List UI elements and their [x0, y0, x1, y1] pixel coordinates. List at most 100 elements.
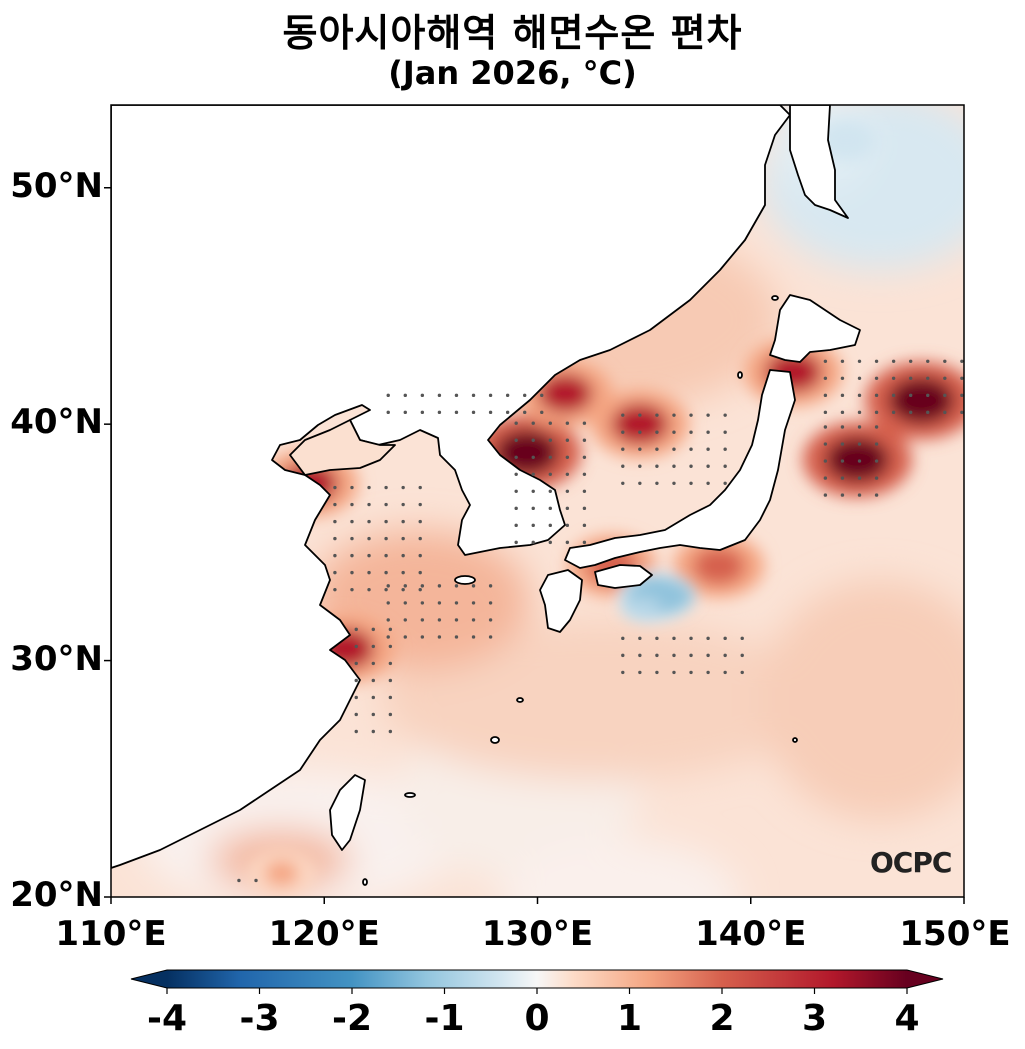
stipple-dot	[874, 376, 879, 380]
stipple-dot	[514, 540, 518, 545]
stipple-dot	[874, 393, 879, 398]
stipple-dot	[908, 410, 913, 415]
stipple-dot	[548, 540, 552, 545]
stipple-dot	[420, 601, 425, 605]
stipple-dot	[582, 523, 587, 528]
colorbar-tick-label: 3	[801, 998, 828, 1039]
stipple-dot	[531, 455, 535, 459]
stipple-dot	[401, 519, 405, 524]
stipple-dot	[437, 393, 442, 398]
stipple-dot	[548, 489, 552, 494]
colorbar-tick-label: -4	[147, 998, 187, 1039]
stipple-dot	[418, 485, 422, 490]
stipple-dot	[706, 653, 710, 658]
colorbar-tick-label: -3	[239, 998, 280, 1039]
stipple-dot	[857, 459, 862, 463]
stipple-dot	[505, 410, 510, 415]
stipple-dot	[638, 636, 642, 641]
stipple-dot	[960, 359, 964, 363]
stipple-dot	[523, 393, 527, 398]
stipple-dot	[689, 430, 693, 434]
stipple-dot	[418, 536, 422, 541]
stipple-dot	[638, 447, 642, 451]
stipple-dot	[565, 540, 570, 545]
stipple-dot	[672, 481, 676, 485]
stipple-dot	[706, 481, 710, 485]
stipple-dot	[418, 502, 422, 507]
stipple-dot	[706, 464, 710, 468]
stipple-dot	[548, 438, 552, 442]
land-coastlines	[111, 105, 861, 886]
stipple-dot	[960, 376, 964, 380]
stipple-dot	[350, 553, 354, 558]
stipple-dot	[548, 523, 552, 528]
stipple-dot	[840, 359, 845, 363]
stipple-dot	[740, 653, 744, 658]
stipple-dot	[823, 376, 828, 380]
stipple-dot	[565, 438, 570, 442]
stipple-dot	[655, 481, 659, 485]
stipple-dot	[943, 376, 947, 380]
stipple-dot	[514, 489, 518, 494]
stipple-dot	[689, 636, 693, 641]
anomaly-hotspot	[538, 374, 593, 413]
stipple-dot	[548, 421, 552, 425]
stipple-dot	[638, 670, 642, 675]
stipple-dot	[531, 523, 535, 528]
stipple-dot	[418, 570, 422, 575]
stipple-dot	[386, 393, 390, 398]
stipple-dot	[857, 493, 862, 497]
stipple-dot	[403, 393, 407, 398]
stipple-dot	[454, 618, 459, 622]
stipple-dot	[723, 653, 727, 658]
stipple-dot	[706, 447, 710, 451]
stipple-dot	[582, 472, 587, 476]
stipple-dot	[723, 481, 727, 485]
stipple-dot	[908, 359, 913, 363]
stipple-dot	[388, 661, 393, 666]
y-tick-label: 40°N	[10, 402, 103, 443]
stipple-dot	[384, 519, 388, 524]
stipple-dot	[350, 502, 354, 507]
stipple-dot	[401, 485, 405, 490]
stipple-dot	[354, 729, 358, 734]
stipple-dot	[672, 464, 676, 468]
stipple-dot	[582, 438, 587, 442]
stipple-dot	[384, 502, 388, 507]
stipple-dot	[689, 413, 693, 417]
stipple-dot	[531, 472, 535, 476]
stipple-dot	[488, 410, 493, 415]
stipple-dot	[354, 712, 358, 717]
stipple-dot	[367, 536, 371, 541]
stipple-dot	[638, 653, 642, 658]
stipple-dot	[655, 653, 659, 658]
stipple-dot	[857, 393, 862, 398]
stipple-dot	[723, 447, 727, 451]
stipple-dot	[471, 618, 476, 622]
stipple-dot	[471, 584, 476, 588]
ocean-field	[111, 105, 964, 897]
stipple-dot	[740, 670, 744, 675]
stipple-dot	[514, 455, 518, 459]
map-title: 동아시아해역 해면수온 편차	[282, 11, 743, 55]
stipple-dot	[823, 359, 828, 363]
stipple-dot	[488, 618, 493, 622]
stipple-dot	[418, 587, 422, 592]
stipple-dot	[926, 410, 930, 415]
stipple-dot	[388, 695, 393, 700]
stipple-dot	[706, 430, 710, 434]
stipple-dot	[454, 635, 459, 639]
stipple-dot	[638, 481, 642, 485]
stipple-dot	[926, 359, 930, 363]
stipple-dot	[437, 410, 442, 415]
stipple-dot	[514, 472, 518, 476]
stipple-dot	[505, 393, 510, 398]
stipple-dot	[655, 464, 659, 468]
stipple-dot	[706, 413, 710, 417]
stipple-dot	[388, 712, 393, 717]
stipple-dot	[333, 553, 337, 558]
stipple-dot	[857, 410, 862, 415]
stipple-dot	[672, 413, 676, 417]
stipple-dot	[531, 438, 535, 442]
stipple-dot	[401, 553, 405, 558]
